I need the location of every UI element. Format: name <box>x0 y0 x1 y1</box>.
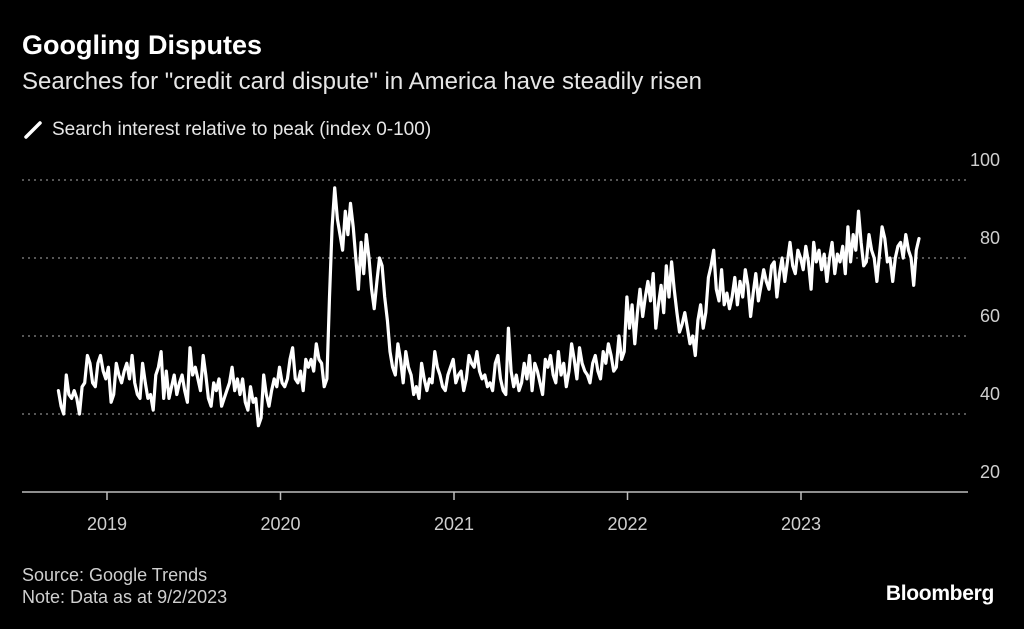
chart-subtitle: Searches for "credit card dispute" in Am… <box>22 68 703 95</box>
x-tick-label: 2020 <box>260 514 300 534</box>
bloomberg-logo: Bloomberg <box>885 582 994 605</box>
note-text: Note: Data as at 9/2/2023 <box>22 587 228 607</box>
chart-title: Googling Disputes <box>22 30 262 60</box>
y-tick-label: 60 <box>980 306 1000 326</box>
footer-source: Source: Google Trends Note: Data as at 9… <box>22 564 227 608</box>
source-text: Source: Google Trends <box>22 565 208 585</box>
legend-line-icon <box>24 121 42 139</box>
y-tick-label: 20 <box>980 462 1000 482</box>
x-tick-label: 2023 <box>781 514 821 534</box>
legend-label: Search interest relative to peak (index … <box>52 119 432 140</box>
x-tick-label: 2022 <box>607 514 647 534</box>
y-tick-label: 100 <box>970 150 1000 170</box>
x-tick-label: 2019 <box>87 514 127 534</box>
x-tick-label: 2021 <box>434 514 474 534</box>
y-tick-label: 80 <box>980 228 1000 248</box>
series-line <box>56 186 921 428</box>
y-tick-label: 40 <box>980 384 1000 404</box>
legend: Search interest relative to peak (index … <box>22 119 431 141</box>
